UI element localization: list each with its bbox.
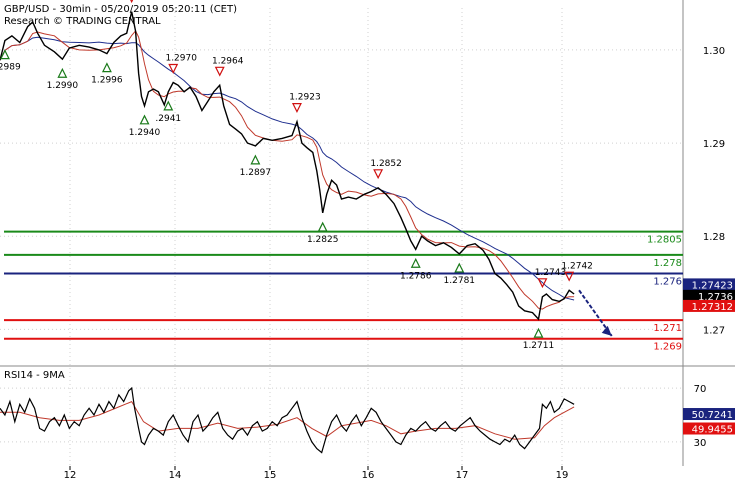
swing-high-label: 1.2742	[561, 261, 593, 271]
x-tick-label: 16	[362, 470, 375, 480]
grid	[0, 8, 683, 466]
swing-high-marker	[214, 66, 225, 77]
x-tick-label: 17	[456, 470, 469, 480]
swing-high-label: 1.2852	[370, 159, 402, 169]
level-lines: 1.2805 1.278 1.276 1.271 1.269	[4, 230, 683, 353]
swing-low-marker	[454, 262, 465, 273]
swing-low-marker	[250, 154, 261, 165]
rsi-tag-text: 50.7241	[692, 410, 733, 421]
rsi-layer	[0, 386, 575, 454]
rsi-line	[0, 386, 575, 454]
swing-high-marker	[291, 103, 302, 113]
swing-high-label: 1.2970	[165, 54, 197, 64]
price-tick-label: 1.27	[703, 325, 725, 336]
swing-low-label: 1.2825	[307, 235, 339, 245]
swing-low-marker	[139, 114, 150, 125]
fast-moving-average	[0, 29, 575, 310]
swing-high-label: 1.2923	[289, 93, 321, 103]
swing-high-marker	[373, 169, 384, 180]
rsi-tag-box	[683, 408, 735, 421]
price-tag-last-box	[683, 289, 735, 302]
swing-low-label: 1.2781	[444, 276, 476, 286]
swing-low-marker	[57, 67, 68, 78]
price-line	[0, 11, 575, 321]
axis-labels: 1.30 1.29 1.28 1.27 70 30 12 14 15 16 17 19	[64, 46, 726, 480]
swing-high-label: 1.2964	[212, 56, 244, 66]
level-label: 1.278	[653, 258, 682, 269]
price-tag-fast-box	[683, 299, 735, 312]
level-label: 1.269	[653, 342, 682, 353]
price-tag-ma-box	[683, 278, 735, 291]
price-tag-ma-text: 1.27423	[692, 280, 733, 291]
x-tick-label: 14	[169, 470, 182, 480]
swing-markers: 1.2989 1.2990 1.2996 1.2940 .2941 1.2897 1.282…	[0, 0, 593, 351]
x-tick-label: 19	[556, 470, 569, 480]
slow-moving-average	[0, 36, 575, 301]
swing-high-marker	[537, 278, 548, 289]
swing-low-marker	[410, 257, 421, 268]
forecast-arrow-head	[601, 325, 612, 336]
swing-low-label: .2941	[155, 114, 181, 124]
rsi-title: RSI14 - 9MA	[4, 370, 65, 381]
rsi-ma-tag-box	[683, 422, 735, 435]
price-tag-fast-text: 1.27312	[692, 302, 733, 313]
swing-low-marker	[533, 327, 544, 338]
rsi-tick-label: 70	[694, 384, 707, 395]
swing-low-marker	[317, 221, 328, 232]
swing-low-marker	[163, 100, 174, 111]
swing-low-marker	[101, 62, 112, 73]
rsi-tick-label: 30	[694, 438, 707, 449]
swing-low-label: 1.2996	[91, 76, 123, 86]
x-tick-label: 15	[264, 470, 277, 480]
forecast-arrow-line	[578, 289, 613, 337]
level-label: 1.276	[653, 277, 682, 288]
swing-low-label: 1.2990	[47, 81, 79, 91]
price-tick-label: 1.28	[703, 232, 725, 243]
swing-high-label: 1.2743	[535, 268, 567, 278]
chart-title: GBP/USD - 30min - 05/20/2019 05:20:11 (C…	[4, 4, 237, 15]
swing-high-marker	[564, 271, 575, 282]
rsi-ma-tag-text: 49.9455	[692, 425, 733, 436]
level-label: 1.271	[653, 323, 682, 334]
price-tag-last-text: 1.2736	[698, 292, 733, 303]
swing-low-label: 1.2786	[400, 271, 432, 281]
swing-low-label: 1.2897	[240, 168, 272, 178]
swing-low-label: 1.2989	[0, 63, 21, 73]
price-layer	[0, 11, 613, 337]
x-tick-label: 12	[64, 470, 77, 480]
price-tick-label: 1.30	[703, 46, 725, 57]
swing-low-marker	[0, 49, 10, 60]
swing-low-label: 1.2711	[523, 341, 555, 351]
swing-high-marker	[168, 63, 179, 74]
rsi-moving-average	[0, 400, 575, 440]
level-label: 1.2805	[647, 235, 682, 246]
chart-subtitle: Research © TRADING CENTRAL	[4, 16, 161, 27]
price-tick-label: 1.29	[703, 139, 725, 150]
swing-low-label: 1.2940	[129, 128, 161, 138]
